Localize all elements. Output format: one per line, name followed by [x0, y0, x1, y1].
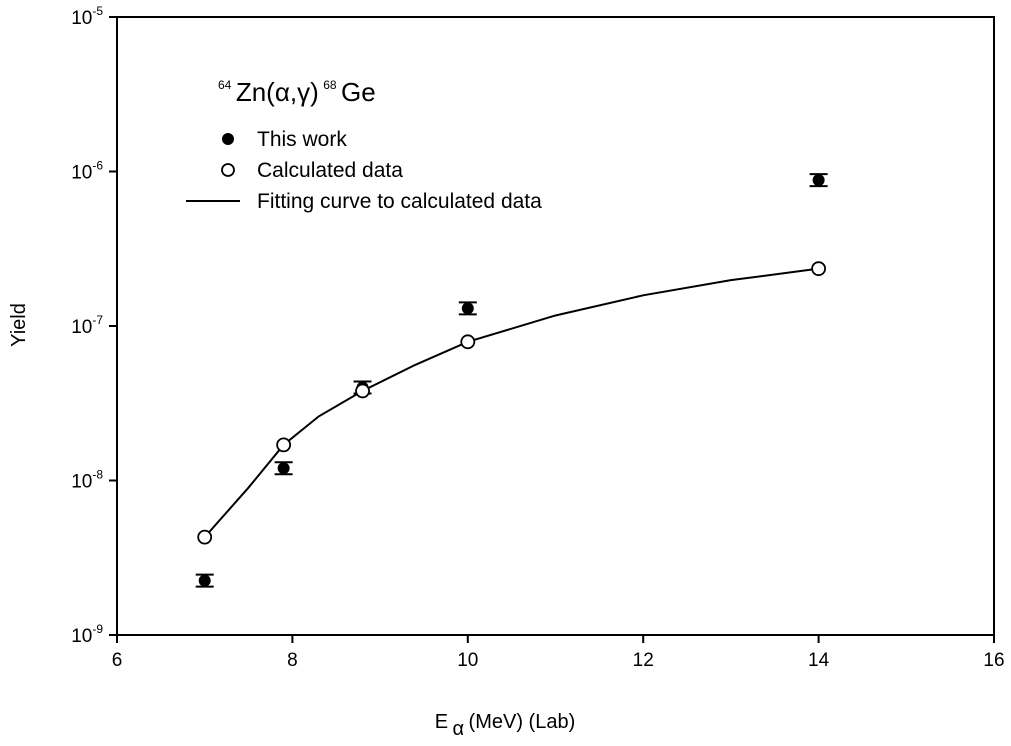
y-tick-label: 10-5	[71, 4, 103, 29]
this-work-point	[274, 461, 293, 476]
legend-label-fit: Fitting curve to calculated data	[257, 190, 542, 213]
filled-marker	[198, 574, 211, 587]
x-tick-label: 14	[808, 650, 830, 671]
y-tick-label: 10-9	[71, 622, 103, 647]
legend-label-this-work: This work	[257, 128, 347, 151]
this-work-point	[458, 301, 477, 316]
calculated-point	[197, 529, 213, 545]
title-main: Zn(α,γ)	[236, 77, 319, 107]
y-axis-title: Yield	[8, 303, 30, 347]
chart-title: 64 Zn(α,γ) 68 Ge	[218, 76, 376, 107]
x-axis-title-rest: (MeV) (Lab)	[469, 711, 576, 733]
x-tick-label: 10	[457, 650, 478, 671]
x-tick-label: 6	[112, 650, 123, 671]
this-work-point	[195, 573, 214, 588]
filled-marker	[277, 462, 290, 475]
calculated-point	[355, 383, 370, 399]
x-axis-title-subscript: α	[453, 718, 465, 740]
title-superscript-2: 68	[323, 78, 337, 92]
plot-border	[116, 16, 995, 636]
legend-marker-this-work	[222, 133, 234, 145]
x-tick-label: 12	[633, 650, 654, 671]
calculated-point	[276, 437, 292, 453]
x-axis-title-main: E	[435, 711, 448, 733]
plot-frame	[116, 16, 995, 636]
legend: This work Calculated data Fitting curve …	[186, 128, 542, 213]
y-tick-label: 10-6	[71, 159, 103, 184]
x-tick-label: 8	[287, 650, 298, 671]
fit-curve	[203, 267, 819, 538]
this-work-point	[809, 173, 828, 188]
filled-marker	[461, 302, 474, 315]
title-end: Ge	[341, 77, 376, 107]
x-axis-title: E α (MeV) (Lab)	[435, 711, 576, 740]
y-tick-label: 10-7	[71, 313, 103, 338]
calculated-point	[811, 261, 826, 277]
title-superscript-1: 64	[218, 78, 232, 92]
legend-label-calculated: Calculated data	[257, 159, 403, 182]
filled-marker	[812, 174, 825, 187]
x-tick-label: 16	[983, 650, 1004, 671]
data-series	[195, 173, 828, 588]
y-tick-label: 10-8	[71, 468, 103, 493]
legend-marker-calculated	[221, 163, 235, 177]
calculated-point	[460, 334, 476, 350]
